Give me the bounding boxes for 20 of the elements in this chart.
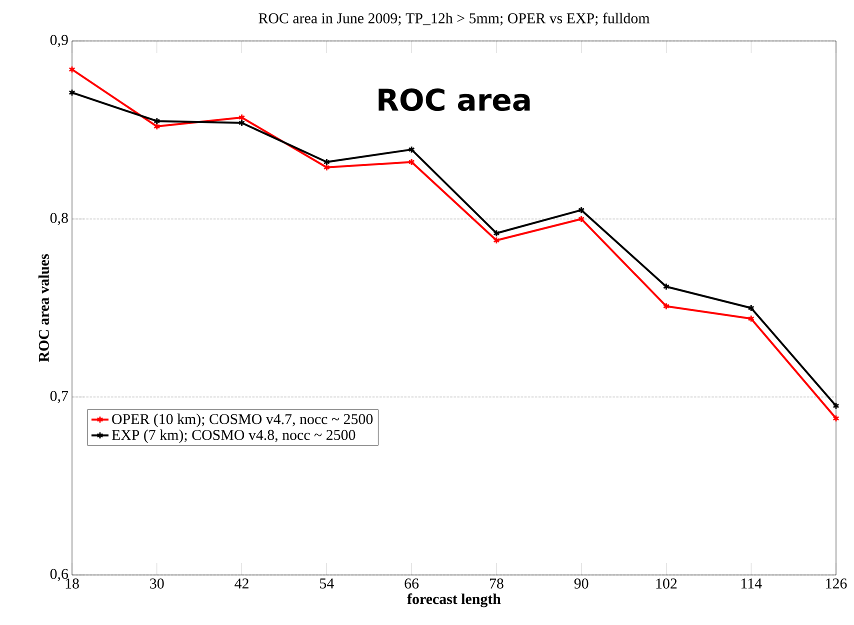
x-axis-title: forecast length	[407, 593, 501, 608]
y-tick-label: 0,6	[50, 568, 68, 582]
x-tick-label: 114	[742, 578, 762, 588]
x-tick-label: 102	[656, 578, 677, 589]
y-tick-label: 0,8	[50, 212, 68, 226]
x-tick-label: 30	[150, 578, 164, 589]
x-tick-label: 42	[234, 578, 248, 588]
y-axis-title: ROC area values	[38, 254, 49, 362]
x-tick-label: 126	[826, 578, 847, 589]
chart-title: ROC area in June 2009; TP_12h > 5mm; OPER vs EXP; fulldom	[258, 12, 650, 26]
x-tick-label: 18	[66, 578, 79, 589]
legend-label: OPER (10 km); COSMO v4.7, nocc ~ 2500	[112, 414, 373, 428]
y-tick-label: 0,9	[50, 34, 68, 48]
legend-label: EXP (7 km); COSMO v4.8, nocc ~ 2500	[112, 429, 356, 444]
annotation: ROC area	[378, 88, 530, 112]
x-tick-label: 54	[320, 578, 334, 588]
y-tick-label: 0,7	[50, 390, 68, 404]
x-tick-label: 66	[404, 578, 419, 589]
x-tick-label: 78	[490, 578, 504, 589]
x-tick-label: 90	[574, 578, 588, 589]
